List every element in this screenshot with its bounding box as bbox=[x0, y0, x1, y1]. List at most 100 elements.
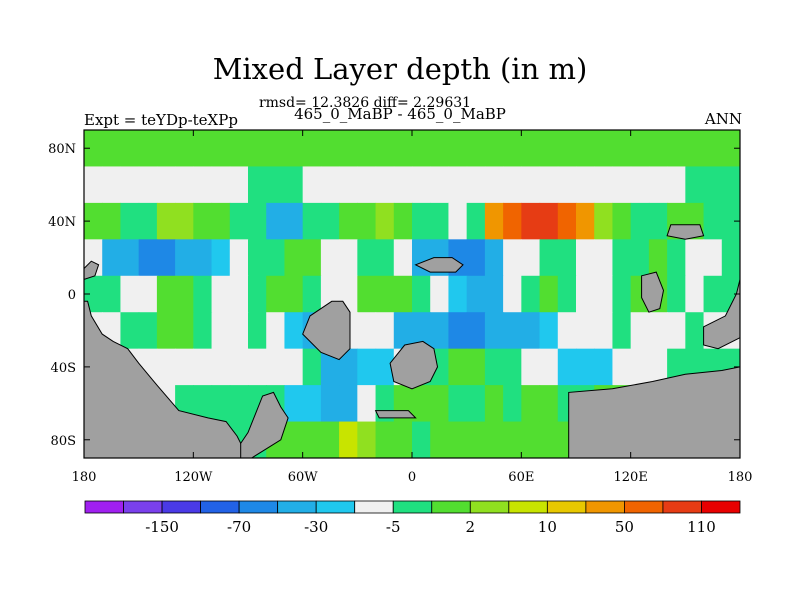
field-cell bbox=[667, 166, 686, 204]
field-cell bbox=[175, 130, 194, 168]
field-cell bbox=[229, 239, 249, 277]
y-tick-label: 0 bbox=[68, 288, 76, 303]
field-cell bbox=[375, 166, 395, 204]
field-cell bbox=[612, 166, 632, 204]
field-cell bbox=[156, 239, 176, 277]
field-cell bbox=[357, 202, 377, 240]
field-cell bbox=[302, 348, 322, 386]
field-cell bbox=[138, 275, 158, 313]
field-cell bbox=[320, 202, 340, 240]
field-cell bbox=[302, 385, 322, 423]
colorbar-swatch bbox=[315, 500, 356, 514]
field-cell bbox=[703, 166, 723, 204]
colorbar-label: 50 bbox=[615, 518, 634, 536]
field-cell bbox=[521, 385, 541, 423]
field-cell bbox=[375, 312, 395, 350]
field-cell bbox=[539, 348, 559, 386]
field-cell bbox=[630, 202, 650, 240]
field-cell bbox=[557, 130, 577, 168]
field-cell bbox=[521, 421, 541, 458]
field-cell bbox=[248, 275, 267, 313]
field-cell bbox=[266, 239, 286, 277]
field-cell bbox=[248, 130, 267, 168]
field-cell bbox=[721, 239, 740, 277]
colorbar-swatch bbox=[624, 500, 664, 514]
field-cell bbox=[284, 239, 304, 277]
field-cell bbox=[503, 312, 522, 350]
field-cell bbox=[503, 130, 522, 168]
field-cell bbox=[448, 385, 468, 423]
y-tick-label: 80S bbox=[51, 434, 76, 449]
colorbar-label: -150 bbox=[145, 518, 179, 536]
colorbar-swatch bbox=[200, 500, 240, 514]
colorbar-swatch bbox=[431, 500, 471, 514]
field-cell bbox=[430, 130, 450, 168]
field-cell bbox=[156, 348, 176, 386]
field-cell bbox=[412, 421, 431, 458]
field-cell bbox=[503, 385, 522, 423]
field-cell bbox=[211, 348, 231, 386]
field-cell bbox=[539, 166, 559, 204]
land-east_coast bbox=[703, 279, 740, 350]
field-cell bbox=[393, 239, 413, 277]
field-cell bbox=[612, 275, 632, 313]
land-central_ring bbox=[389, 340, 439, 390]
field-cell bbox=[466, 239, 486, 277]
field-cell bbox=[466, 202, 486, 240]
field-cell bbox=[156, 202, 176, 240]
field-cell bbox=[484, 239, 504, 277]
field-cell bbox=[557, 348, 577, 386]
field-cell bbox=[612, 312, 632, 350]
y-tick-label: 80N bbox=[48, 142, 76, 157]
field-cell bbox=[284, 348, 304, 386]
field-cell bbox=[703, 130, 723, 168]
field-cell bbox=[539, 275, 559, 313]
field-cell bbox=[430, 202, 450, 240]
field-cell bbox=[539, 421, 559, 458]
field-cell bbox=[667, 130, 686, 168]
field-cell bbox=[412, 130, 431, 168]
field-cell bbox=[284, 130, 304, 168]
colorbar-swatch bbox=[585, 500, 625, 514]
field-cell bbox=[576, 166, 595, 204]
field-cell bbox=[266, 166, 286, 204]
field-cell bbox=[393, 130, 413, 168]
field-cell bbox=[284, 421, 304, 458]
field-cell bbox=[521, 130, 541, 168]
field-cell bbox=[393, 275, 413, 313]
field-cell bbox=[412, 166, 431, 204]
land-nw_small bbox=[84, 260, 100, 280]
field-cell bbox=[302, 275, 322, 313]
field-cell bbox=[703, 202, 723, 240]
field-cell bbox=[357, 239, 377, 277]
field-cell bbox=[521, 275, 541, 313]
colorbar-swatch bbox=[546, 500, 587, 514]
field-cell bbox=[211, 202, 231, 240]
x-tick-label: 180 bbox=[728, 470, 753, 485]
field-cell bbox=[721, 130, 740, 168]
field-cell bbox=[576, 312, 595, 350]
field-cell bbox=[193, 166, 213, 204]
field-cell bbox=[393, 166, 413, 204]
field-cell bbox=[503, 239, 522, 277]
field-cell bbox=[594, 130, 614, 168]
field-cell bbox=[430, 166, 450, 204]
field-cell bbox=[211, 385, 231, 423]
field-cell bbox=[266, 275, 286, 313]
field-cell bbox=[211, 275, 231, 313]
field-cell bbox=[594, 275, 614, 313]
field-cell bbox=[248, 202, 267, 240]
field-cell bbox=[557, 312, 577, 350]
field-cell bbox=[557, 202, 577, 240]
field-cell bbox=[320, 421, 340, 458]
field-cell bbox=[120, 312, 140, 350]
field-cell bbox=[193, 348, 213, 386]
field-cell bbox=[156, 130, 176, 168]
field-cell bbox=[339, 202, 358, 240]
field-cell bbox=[193, 312, 213, 350]
field-cell bbox=[576, 275, 595, 313]
field-cell bbox=[156, 166, 176, 204]
field-cell bbox=[630, 239, 650, 277]
field-cell bbox=[393, 312, 413, 350]
field-cell bbox=[484, 275, 504, 313]
